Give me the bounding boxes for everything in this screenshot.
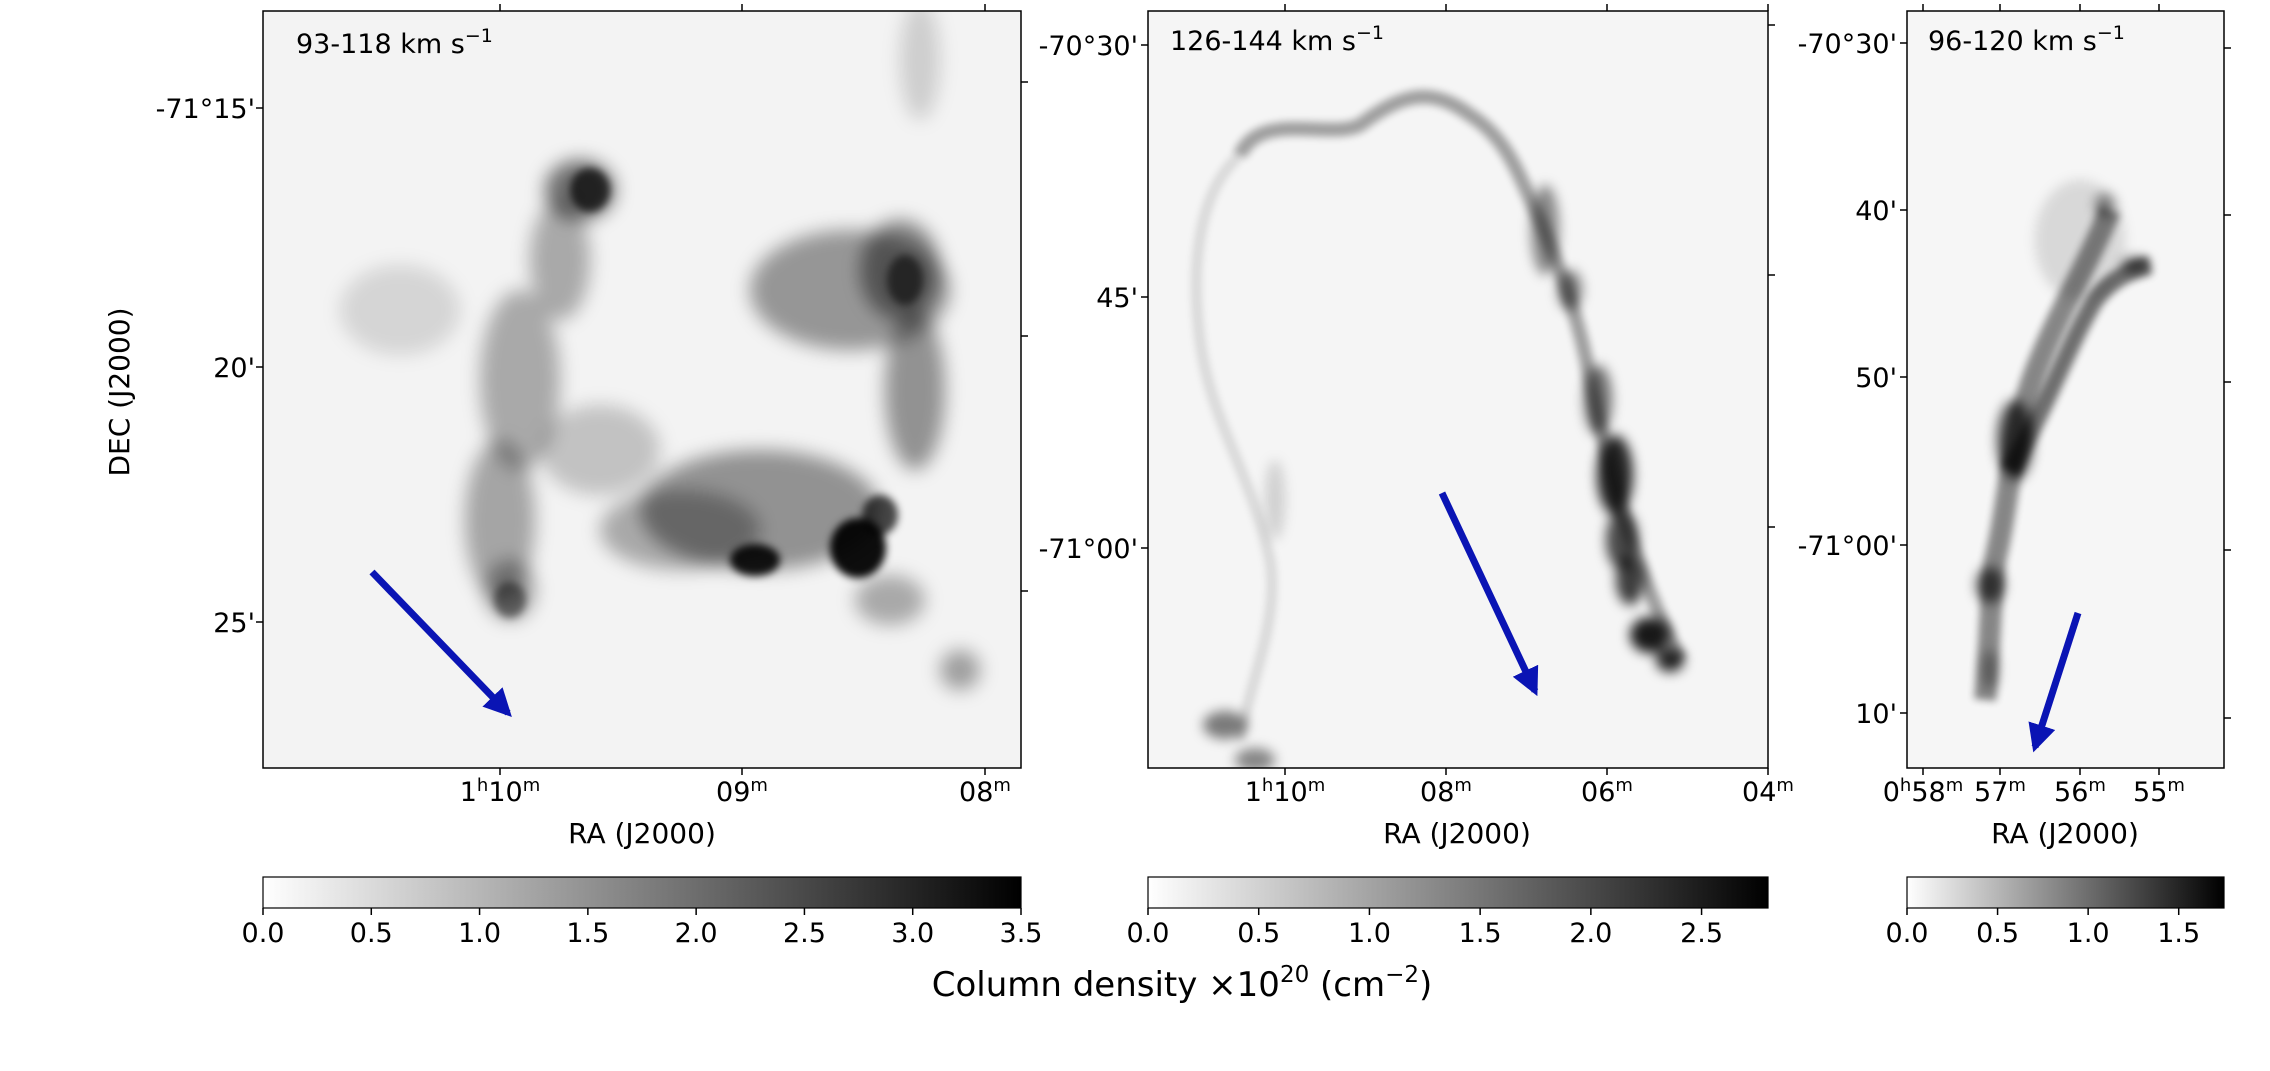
panel-3-y-tick-label: 50' xyxy=(1855,363,1897,394)
colorbar-1-tick-label: 0.0 xyxy=(242,918,285,949)
panel-3-x-tick-label: 0h58m xyxy=(1883,775,1964,808)
y-axis-label: DEC (J2000) xyxy=(103,307,136,476)
colorbar-2-tick-label: 2.5 xyxy=(1680,918,1723,949)
panel-1-frame xyxy=(262,10,1022,769)
colorbar-3-tick-label: 0.5 xyxy=(1976,918,2019,949)
panel-3-frame xyxy=(1906,10,2225,769)
colorbar-1-tick-label: 1.0 xyxy=(458,918,501,949)
panel-3-y-tick-label: -70°30' xyxy=(1798,29,1897,60)
panel-1-x-tick-label: 1h10m xyxy=(460,775,541,808)
panel-1-velocity-arrow xyxy=(369,569,512,718)
panel-2-velocity-label: 126-144 km s−1 xyxy=(1170,22,1384,57)
colorbar-2-tick-label: 0.0 xyxy=(1127,918,1170,949)
panel-1-x-axis-label: RA (J2000) xyxy=(568,817,716,850)
panel-3-velocity-label: 96-120 km s−1 xyxy=(1928,22,2125,57)
panel-2-x-tick-label: 04m xyxy=(1742,775,1794,808)
panel-2-x-tick-label: 08m xyxy=(1420,775,1472,808)
panel-1-y-tick-label: 25' xyxy=(213,608,255,639)
colorbar-label: Column density ×1020 (cm−2) xyxy=(932,962,1433,1005)
panel-2-y-tick-label: -71°00' xyxy=(1039,534,1138,565)
colorbar-2-tick-label: 0.5 xyxy=(1237,918,1280,949)
colorbar-1-tick-label: 3.0 xyxy=(891,918,934,949)
panel-3-x-tick-label: 55m xyxy=(2133,775,2185,808)
colorbar-1-tick-label: 2.0 xyxy=(675,918,718,949)
panel-1-emission xyxy=(340,11,980,690)
colorbar-3-tick-label: 1.5 xyxy=(2157,918,2200,949)
colorbar-3 xyxy=(1906,876,2225,909)
panel-1: 93-118 km s−1 xyxy=(262,10,1022,769)
panel-2-x-tick-label: 06m xyxy=(1581,775,1633,808)
panel-3-y-tick-label: -71°00' xyxy=(1798,531,1897,562)
colorbar-3-gradient xyxy=(1906,876,2225,909)
colorbar-3-tick-label: 0.0 xyxy=(1886,918,1929,949)
colorbar-2-tick-label: 2.0 xyxy=(1569,918,1612,949)
colorbar-ticks: 0.0 0.5 1.0 1.5 2.0 2.5 3.0 3.5 0.0 0.5 1.0 1.5 2.0 2… xyxy=(242,908,2200,949)
panel-2-x-axis-label: RA (J2000) xyxy=(1383,817,1531,850)
panel-3-y-tick-label: 10' xyxy=(1855,699,1897,730)
panel-3-x-axis-label: RA (J2000) xyxy=(1991,817,2139,850)
panel-2: 126-144 km s−1 xyxy=(1147,10,1769,769)
colorbar-1-tick-label: 0.5 xyxy=(350,918,393,949)
panel-2-velocity-arrow xyxy=(1438,491,1539,697)
panel-2-y-tick-label: -70°30' xyxy=(1039,31,1138,62)
colorbar-1-gradient xyxy=(262,876,1022,909)
panel-1-velocity-label: 93-118 km s−1 xyxy=(296,25,493,60)
panel-1-y-tick-label: -71°15' xyxy=(156,94,255,125)
colorbar-2 xyxy=(1147,876,1769,909)
panel-3-x-tick-label: 57m xyxy=(1974,775,2026,808)
colorbar-1-tick-label: 2.5 xyxy=(783,918,826,949)
panel-2-frame xyxy=(1147,10,1769,769)
colorbar-3-tick-label: 1.0 xyxy=(2067,918,2110,949)
axis-ticks: 1h10m 09m 08m -71°15' 20' 25' 1h10m 08m 06m 04m -7… xyxy=(156,4,2231,808)
colorbar-2-gradient xyxy=(1147,876,1769,909)
panel-1-x-tick-label: 08m xyxy=(959,775,1011,808)
panel-1-y-tick-label: 20' xyxy=(213,353,255,384)
panel-2-y-tick-label: 45' xyxy=(1096,283,1138,314)
colorbar-1-tick-label: 1.5 xyxy=(566,918,609,949)
panel-3-x-tick-label: 56m xyxy=(2054,775,2106,808)
colorbar-1 xyxy=(262,876,1022,909)
colorbar-2-tick-label: 1.0 xyxy=(1348,918,1391,949)
colorbar-2-tick-label: 1.5 xyxy=(1459,918,1502,949)
panel-1-x-tick-label: 09m xyxy=(716,775,768,808)
panel-2-x-tick-label: 1h10m xyxy=(1245,775,1326,808)
panel-3-y-tick-label: 40' xyxy=(1855,196,1897,227)
colorbar-1-tick-label: 3.5 xyxy=(1000,918,1043,949)
panel-3-velocity-arrow xyxy=(2028,611,2082,753)
panel-3-emission xyxy=(1974,180,2153,702)
panel-2-emission xyxy=(1191,89,1687,768)
panel-3: 96-120 km s−1 xyxy=(1906,10,2225,769)
